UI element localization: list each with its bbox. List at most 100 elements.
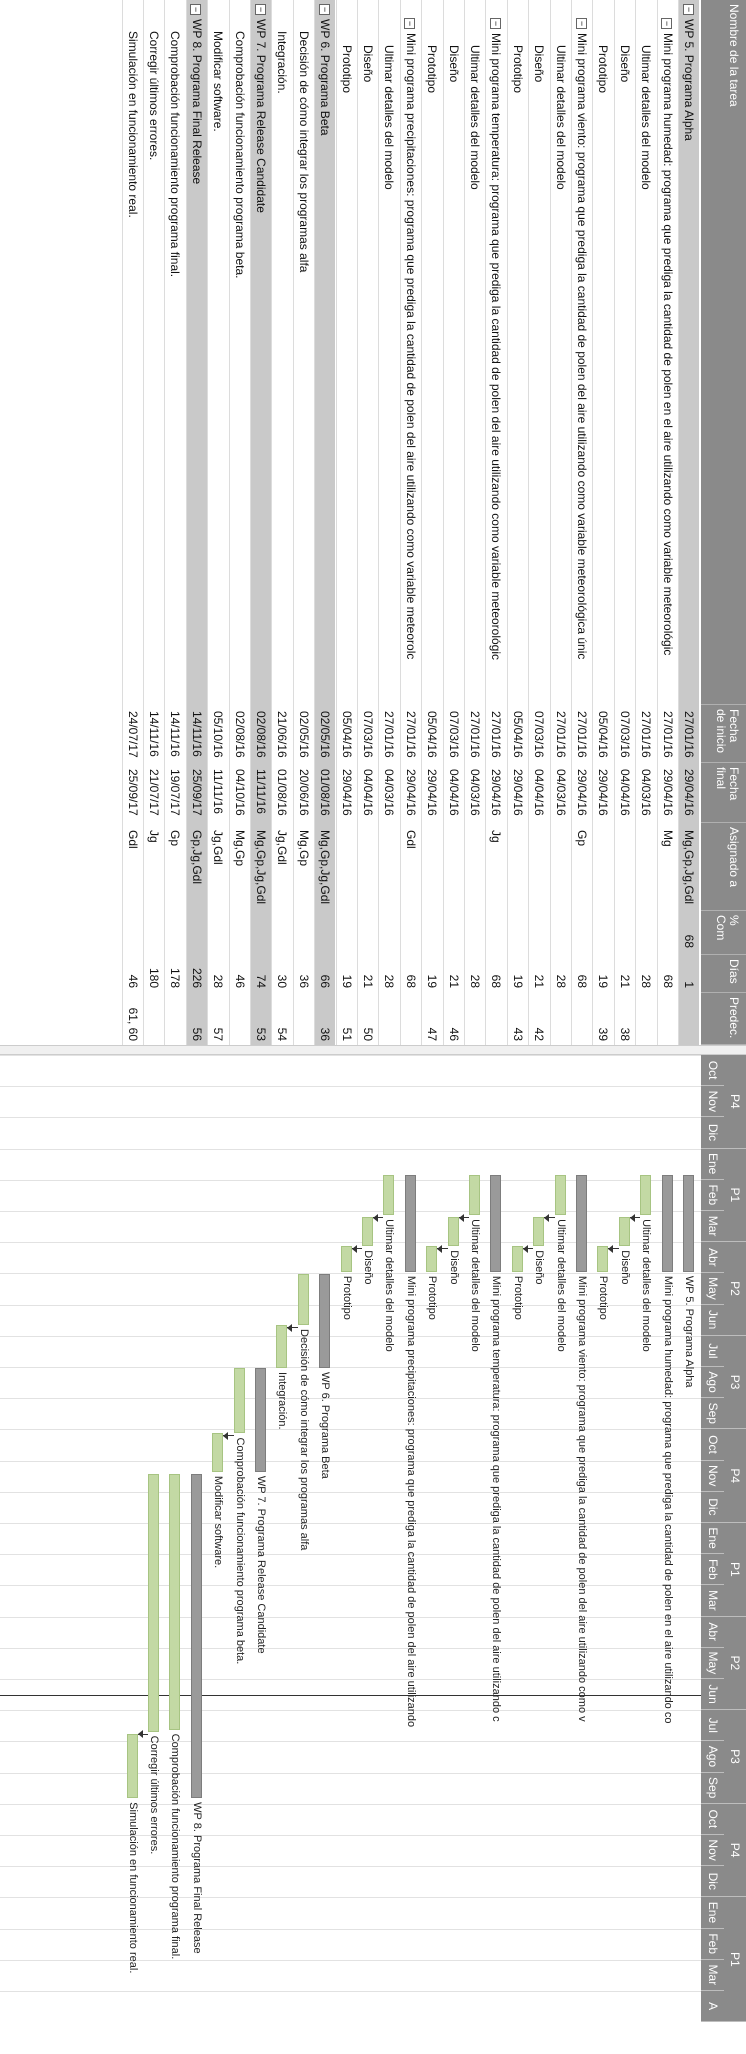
task-row[interactable]: Diseño 07/03/16 04/04/16 21 38 (613, 0, 635, 1045)
task-row[interactable]: Comprobación funcionamiento programa fin… (164, 0, 186, 1045)
task-bar[interactable] (426, 1246, 438, 1272)
task-row[interactable]: Diseño 07/03/16 04/04/16 21 46 (442, 0, 464, 1045)
days-cell[interactable]: 46 (232, 974, 247, 988)
task-row[interactable]: − Mini programa temperatura: programa que… (485, 0, 507, 1045)
predecessors-cell[interactable] (294, 994, 314, 1045)
task-bar[interactable] (126, 1733, 138, 1799)
days-cell[interactable]: 68 (660, 974, 675, 988)
end-date-cell[interactable]: 29/04/16 (596, 769, 611, 816)
assigned-cell[interactable]: Gp,Jg,Gdl (189, 830, 204, 885)
task-name-cell[interactable]: − Mini programa viento: programa que pred… (572, 0, 592, 705)
start-date-cell[interactable]: 27/01/16 (468, 711, 482, 758)
assigned-cell[interactable]: Jg (147, 830, 161, 843)
end-date-cell[interactable]: 04/03/16 (553, 769, 568, 816)
task-bar[interactable] (169, 1473, 181, 1730)
end-date-cell[interactable]: 29/04/16 (682, 769, 696, 816)
predecessors-cell[interactable] (636, 994, 656, 1045)
task-row[interactable]: Ultimar detalles del modelo 27/01/16 04/03… (635, 0, 657, 1045)
predecessors-cell[interactable]: 51 (339, 1027, 354, 1041)
percent-cell[interactable] (123, 912, 143, 954)
summary-bar[interactable] (576, 1175, 587, 1272)
assigned-cell[interactable] (615, 826, 635, 910)
end-date-cell[interactable]: 11/11/16 (254, 769, 268, 814)
start-date-cell[interactable]: 27/01/16 (382, 711, 397, 758)
end-date-cell[interactable]: 04/03/16 (382, 769, 397, 816)
task-bar[interactable] (618, 1217, 630, 1247)
end-date-cell[interactable]: 29/04/16 (425, 769, 440, 816)
header-days[interactable]: Días (701, 955, 746, 993)
percent-cell[interactable] (401, 912, 421, 954)
task-bar[interactable] (233, 1368, 245, 1434)
days-cell[interactable]: 74 (254, 974, 268, 988)
assigned-cell[interactable]: Mg,Gp (232, 830, 247, 867)
end-date-cell[interactable]: 21/07/17 (147, 769, 161, 816)
task-row[interactable]: Prototipo 05/04/16 29/04/16 19 47 (421, 0, 443, 1045)
percent-cell[interactable] (422, 912, 442, 954)
percent-cell[interactable] (337, 912, 357, 954)
assigned-cell[interactable] (337, 826, 357, 910)
assigned-cell[interactable]: Mg,Gp,Jg,Gdl (682, 830, 696, 905)
start-date-cell[interactable]: 05/10/16 (211, 711, 226, 758)
task-row[interactable]: Comprobación funcionamiento programa bet… (228, 0, 250, 1045)
end-date-cell[interactable]: 01/08/16 (318, 769, 333, 816)
days-cell[interactable]: 19 (510, 974, 525, 988)
percent-cell[interactable] (230, 912, 250, 954)
task-row[interactable]: Modificar software. 05/10/16 11/11/16 Jg,Gd… (207, 0, 229, 1045)
task-name-cell[interactable]: Comprobación funcionamiento programa bet… (230, 0, 250, 705)
task-row[interactable]: − Mini programa precipitaciones: programa… (399, 0, 421, 1045)
end-date-cell[interactable]: 04/04/16 (617, 769, 632, 816)
task-name-cell[interactable]: − Mini programa precipitaciones: programa… (401, 0, 421, 705)
assigned-cell[interactable] (444, 826, 464, 910)
end-date-cell[interactable]: 04/04/16 (446, 769, 461, 816)
days-cell[interactable]: 28 (211, 974, 226, 988)
assigned-cell[interactable] (508, 826, 528, 910)
assigned-cell[interactable] (593, 826, 613, 910)
task-name-cell[interactable]: − Mini programa temperatura: programa que… (486, 0, 506, 705)
assigned-cell[interactable]: Mg (660, 830, 675, 847)
days-cell[interactable]: 68 (575, 974, 589, 988)
task-bar[interactable] (640, 1175, 652, 1216)
days-cell[interactable]: 226 (189, 967, 204, 988)
predecessors-cell[interactable]: 54 (275, 1027, 290, 1041)
collapse-toggle-icon[interactable]: − (575, 18, 587, 29)
header-task-name[interactable]: Nombre de la tarea (701, 0, 746, 705)
start-date-cell[interactable]: 27/01/16 (553, 711, 568, 758)
percent-cell[interactable] (144, 912, 164, 954)
start-date-cell[interactable]: 05/04/16 (596, 711, 611, 758)
summary-bar[interactable] (661, 1175, 673, 1272)
assigned-cell[interactable]: Gp (168, 830, 183, 847)
task-bar[interactable] (212, 1433, 224, 1472)
task-bar[interactable] (297, 1274, 309, 1326)
days-cell[interactable]: 21 (361, 974, 375, 988)
task-name-cell[interactable]: Prototipo (508, 0, 528, 705)
percent-cell[interactable] (658, 912, 678, 954)
days-cell[interactable]: 21 (617, 974, 632, 988)
days-cell[interactable]: 28 (639, 974, 654, 988)
assigned-cell[interactable]: Gp (575, 830, 589, 847)
start-date-cell[interactable]: 05/04/16 (339, 711, 354, 758)
start-date-cell[interactable]: 14/11/16 (168, 711, 183, 757)
assigned-cell[interactable]: Mg,Gp (296, 830, 311, 867)
predecessors-cell[interactable] (679, 994, 699, 1045)
predecessors-cell[interactable] (165, 994, 185, 1045)
end-date-cell[interactable]: 29/04/16 (489, 769, 504, 816)
percent-cell[interactable]: 68 (682, 934, 696, 948)
days-cell[interactable]: 28 (468, 974, 482, 988)
end-date-cell[interactable]: 29/04/16 (510, 769, 525, 816)
days-cell[interactable]: 66 (318, 974, 333, 988)
task-bar[interactable] (447, 1217, 459, 1247)
predecessors-cell[interactable] (144, 994, 164, 1045)
header-assigned[interactable]: Asignado a (701, 823, 746, 911)
task-bar[interactable] (276, 1325, 288, 1368)
predecessors-cell[interactable]: 56 (189, 1027, 204, 1041)
start-date-cell[interactable]: 07/03/16 (446, 711, 461, 758)
collapse-toggle-icon[interactable]: − (682, 4, 694, 15)
start-date-cell[interactable]: 24/07/17 (125, 711, 140, 758)
assigned-cell[interactable]: Gdl (403, 830, 418, 849)
assigned-cell[interactable] (551, 826, 571, 910)
task-name-cell[interactable]: Modificar software. (208, 0, 228, 705)
summary-bar[interactable] (404, 1175, 416, 1272)
assigned-cell[interactable]: Jg (489, 830, 504, 843)
end-date-cell[interactable]: 11/11/16 (211, 769, 226, 814)
table-scrollbar[interactable] (0, 1045, 746, 1055)
